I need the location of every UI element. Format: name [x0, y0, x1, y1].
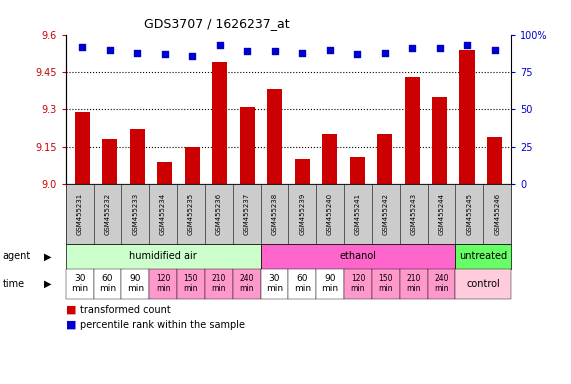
Text: 30
min: 30 min [266, 274, 283, 293]
Bar [295, 159, 309, 184]
Bar [130, 129, 144, 184]
Point [297, 50, 307, 56]
Text: GSM455245: GSM455245 [467, 193, 472, 235]
Point [160, 51, 169, 57]
Text: ■: ■ [66, 320, 80, 330]
Text: ethanol: ethanol [339, 251, 376, 262]
Point [132, 50, 142, 56]
Bar [487, 137, 502, 184]
Point [380, 50, 389, 56]
Text: transformed count: transformed count [80, 305, 171, 314]
Bar [432, 97, 447, 184]
Text: GSM455246: GSM455246 [494, 193, 500, 235]
Text: 120
min: 120 min [351, 274, 365, 293]
Text: 210
min: 210 min [211, 274, 226, 293]
Point [352, 51, 361, 57]
Text: 90
min: 90 min [321, 274, 339, 293]
Bar [184, 147, 200, 184]
Bar [349, 157, 365, 184]
Text: GSM455244: GSM455244 [439, 193, 444, 235]
Text: 240
min: 240 min [434, 274, 449, 293]
Bar [267, 89, 282, 184]
Bar [157, 162, 172, 184]
Bar [240, 107, 255, 184]
Text: GSM455243: GSM455243 [411, 193, 417, 235]
Text: 120
min: 120 min [156, 274, 170, 293]
Bar [377, 134, 392, 184]
Bar [75, 112, 90, 184]
Text: GSM455232: GSM455232 [104, 193, 110, 235]
Text: agent: agent [3, 251, 31, 262]
Text: 60
min: 60 min [293, 274, 311, 293]
Text: ▶: ▶ [43, 251, 51, 262]
Text: 210
min: 210 min [407, 274, 421, 293]
Text: humidified air: humidified air [129, 251, 197, 262]
Point [215, 42, 224, 48]
Text: GDS3707 / 1626237_at: GDS3707 / 1626237_at [144, 17, 290, 30]
Point [270, 48, 279, 54]
Point [408, 45, 417, 51]
Text: percentile rank within the sample: percentile rank within the sample [80, 320, 245, 330]
Point [243, 48, 252, 54]
Text: GSM455238: GSM455238 [271, 193, 278, 235]
Text: control: control [467, 279, 500, 289]
Point [435, 45, 444, 51]
Text: 150
min: 150 min [379, 274, 393, 293]
Point [490, 46, 499, 53]
Text: 150
min: 150 min [184, 274, 198, 293]
Point [187, 53, 196, 59]
Bar [460, 50, 475, 184]
Text: GSM455240: GSM455240 [327, 193, 333, 235]
Bar [212, 62, 227, 184]
Text: ■: ■ [66, 305, 80, 314]
Point [78, 43, 87, 50]
Text: GSM455239: GSM455239 [299, 193, 305, 235]
Bar [102, 139, 117, 184]
Text: GSM455237: GSM455237 [244, 193, 250, 235]
Text: untreated: untreated [459, 251, 507, 262]
Text: GSM455231: GSM455231 [77, 193, 83, 235]
Bar [404, 77, 420, 184]
Text: time: time [3, 279, 25, 289]
Point [463, 42, 472, 48]
Text: 30
min: 30 min [71, 274, 88, 293]
Text: GSM455242: GSM455242 [383, 193, 389, 235]
Text: 240
min: 240 min [239, 274, 254, 293]
Point [325, 46, 334, 53]
Text: 90
min: 90 min [127, 274, 144, 293]
Text: GSM455235: GSM455235 [188, 193, 194, 235]
Text: 60
min: 60 min [99, 274, 116, 293]
Point [105, 46, 114, 53]
Text: GSM455241: GSM455241 [355, 193, 361, 235]
Text: GSM455233: GSM455233 [132, 193, 138, 235]
Bar [322, 134, 337, 184]
Text: ▶: ▶ [43, 279, 51, 289]
Text: GSM455234: GSM455234 [160, 193, 166, 235]
Text: GSM455236: GSM455236 [216, 193, 222, 235]
